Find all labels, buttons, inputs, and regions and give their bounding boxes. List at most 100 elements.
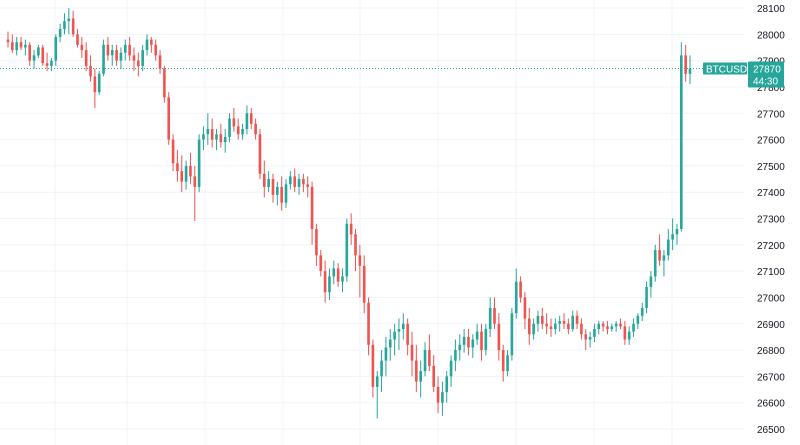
candle — [354, 229, 357, 272]
candle-body — [575, 315, 579, 324]
candle-body — [284, 184, 288, 203]
candle — [536, 310, 540, 332]
candle — [258, 129, 262, 180]
candle — [19, 36, 23, 51]
candle — [462, 329, 466, 353]
candle-body — [280, 186, 283, 203]
candle-body — [262, 173, 266, 187]
candle — [193, 165, 197, 222]
candle-body — [276, 186, 279, 195]
y-tick-label: 27500 — [757, 162, 785, 173]
candle — [123, 39, 127, 61]
candle — [93, 68, 97, 108]
candle — [37, 44, 40, 58]
candle — [45, 52, 49, 72]
candle-body — [640, 307, 644, 316]
candle — [562, 313, 566, 330]
candle — [640, 302, 644, 322]
candle — [471, 334, 475, 358]
candle-body — [197, 139, 201, 187]
candle-body — [545, 323, 548, 327]
candle-body — [315, 229, 318, 256]
candle-body — [102, 44, 105, 74]
candle — [110, 44, 114, 66]
candle — [571, 310, 575, 332]
candle-body — [58, 29, 62, 37]
candle — [336, 263, 340, 287]
candle — [680, 42, 683, 232]
candle — [497, 313, 501, 361]
candle-body — [423, 350, 427, 372]
candle-body — [63, 21, 66, 30]
candle — [436, 376, 440, 414]
candle-body — [419, 371, 422, 382]
candle — [388, 329, 392, 361]
candle — [15, 36, 18, 56]
candle-body — [97, 73, 101, 93]
candle — [415, 344, 418, 393]
candle-body — [454, 350, 457, 361]
candle-body — [519, 281, 522, 298]
candle-body — [76, 34, 79, 45]
candle — [332, 260, 336, 285]
candle-body — [527, 318, 531, 335]
candle-body — [123, 44, 127, 53]
y-tick-label: 26700 — [757, 372, 785, 383]
candle — [323, 260, 327, 303]
candle-body — [688, 68, 692, 74]
candle-body — [336, 268, 340, 282]
candle-body — [675, 229, 679, 235]
candle — [653, 244, 657, 282]
candle-body — [189, 165, 192, 177]
y-tick-label: 27100 — [757, 267, 785, 278]
y-tick-label: 27300 — [757, 215, 785, 226]
candle-body — [176, 163, 179, 172]
candle-body — [24, 44, 27, 48]
candle — [545, 313, 548, 335]
candle — [184, 160, 188, 190]
candle — [54, 34, 58, 66]
candle-body — [523, 297, 527, 319]
candle-body — [680, 55, 683, 230]
candle — [219, 123, 223, 148]
candle-body — [145, 39, 149, 51]
candle — [276, 181, 279, 206]
candle-body — [627, 331, 631, 340]
candle — [480, 323, 483, 361]
candle-body — [11, 42, 14, 51]
candle — [28, 42, 32, 66]
candle-body — [232, 118, 236, 127]
candle-body — [84, 50, 88, 66]
candle-body — [32, 55, 36, 61]
candle — [341, 268, 344, 293]
candle-body — [558, 321, 561, 324]
candle-body — [671, 234, 674, 240]
candle — [11, 34, 14, 53]
candle-body — [593, 329, 596, 337]
candle — [63, 13, 66, 35]
candle — [584, 329, 588, 351]
candle — [302, 173, 305, 193]
candle — [158, 50, 162, 74]
candle-body — [584, 334, 588, 340]
candle — [328, 268, 331, 301]
candle — [649, 271, 653, 298]
candle — [362, 255, 366, 314]
candle — [658, 234, 661, 266]
price-axis[interactable]: 2810028000279002780027700276002750027400… — [757, 4, 785, 436]
candle-body — [684, 55, 687, 74]
candle-body — [588, 336, 592, 340]
candle — [197, 134, 201, 193]
candle — [189, 152, 192, 185]
candle-body — [666, 239, 670, 256]
candle-body — [571, 315, 575, 330]
candle — [593, 323, 596, 343]
candle-body — [93, 76, 97, 93]
candle — [532, 318, 535, 340]
candle-body — [28, 44, 32, 61]
candle — [310, 181, 314, 245]
candle — [610, 323, 614, 332]
